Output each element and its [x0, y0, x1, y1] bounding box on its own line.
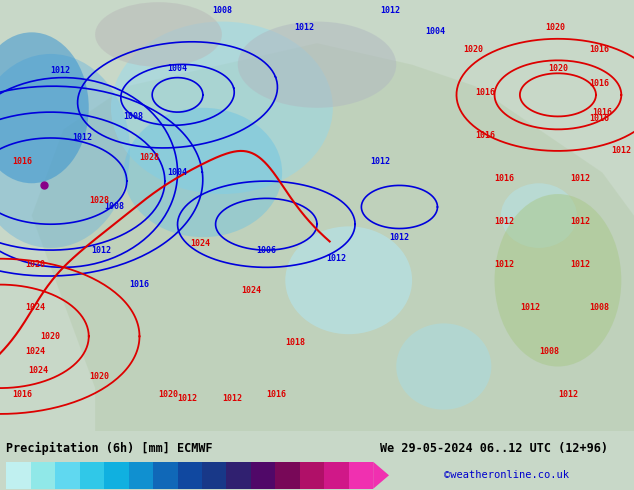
Bar: [300, 462, 324, 489]
Text: 1016: 1016: [266, 390, 287, 399]
Bar: [251, 462, 275, 489]
Text: 1016: 1016: [476, 88, 496, 97]
Text: 1020: 1020: [41, 332, 61, 341]
Text: 1008: 1008: [212, 6, 232, 15]
Text: 1008: 1008: [104, 202, 124, 212]
Text: 1024: 1024: [190, 239, 210, 248]
Bar: [178, 462, 202, 489]
Ellipse shape: [95, 2, 222, 67]
Text: 1012: 1012: [178, 394, 198, 403]
Polygon shape: [373, 462, 389, 489]
Text: 1016: 1016: [129, 280, 150, 289]
Text: 1018: 1018: [285, 338, 306, 347]
Text: 1016: 1016: [592, 108, 612, 117]
Text: 1020: 1020: [158, 390, 179, 399]
Bar: [55, 462, 80, 489]
Text: 1012: 1012: [495, 260, 515, 270]
Text: 1012: 1012: [51, 66, 71, 75]
Text: 1020: 1020: [89, 372, 109, 381]
Text: 1024: 1024: [241, 286, 261, 295]
Text: 1012: 1012: [571, 217, 591, 226]
Text: 1012: 1012: [294, 23, 314, 32]
Bar: [129, 462, 153, 489]
Text: 1012: 1012: [611, 147, 631, 155]
Text: 1020: 1020: [548, 65, 568, 74]
Text: 1004: 1004: [167, 168, 188, 177]
Text: 1012: 1012: [72, 133, 93, 143]
Ellipse shape: [0, 32, 89, 183]
Text: 1016: 1016: [13, 157, 33, 166]
Bar: [6, 462, 31, 489]
Text: 1012: 1012: [380, 6, 401, 15]
Text: 1012: 1012: [389, 233, 410, 242]
Bar: [153, 462, 178, 489]
Text: 1016: 1016: [590, 79, 610, 88]
Text: 1012: 1012: [370, 157, 391, 166]
Ellipse shape: [285, 226, 412, 334]
Text: 1012: 1012: [571, 174, 591, 183]
Ellipse shape: [0, 54, 130, 248]
Text: 1012: 1012: [222, 394, 242, 403]
Text: 1028: 1028: [139, 152, 160, 162]
Bar: [31, 462, 55, 489]
Text: 1006: 1006: [256, 245, 276, 255]
Text: 1020: 1020: [25, 260, 46, 270]
Text: 1012: 1012: [495, 217, 515, 226]
Ellipse shape: [124, 108, 282, 237]
Text: 1016: 1016: [13, 390, 33, 399]
Bar: [226, 462, 251, 489]
Text: 1016: 1016: [590, 45, 610, 54]
Text: 1020: 1020: [463, 45, 483, 54]
Text: 1012: 1012: [558, 390, 578, 399]
Text: 1008: 1008: [123, 112, 143, 121]
Text: 1016: 1016: [590, 114, 610, 122]
Text: 1016: 1016: [476, 131, 496, 140]
Text: 1012: 1012: [520, 303, 540, 313]
Bar: [275, 462, 300, 489]
Text: Precipitation (6h) [mm] ECMWF: Precipitation (6h) [mm] ECMWF: [6, 442, 213, 455]
Text: We 29-05-2024 06..12 UTC (12+96): We 29-05-2024 06..12 UTC (12+96): [380, 442, 609, 455]
Ellipse shape: [501, 183, 577, 248]
Text: 1024: 1024: [28, 367, 48, 375]
Text: 1004: 1004: [167, 65, 188, 74]
Text: 1024: 1024: [25, 303, 46, 313]
Text: 1012: 1012: [571, 260, 591, 270]
Text: 1016: 1016: [495, 174, 515, 183]
Ellipse shape: [111, 22, 333, 194]
Bar: [324, 462, 349, 489]
Text: 1028: 1028: [89, 196, 109, 205]
Bar: [202, 462, 226, 489]
Text: 1024: 1024: [25, 346, 46, 356]
Ellipse shape: [495, 194, 621, 367]
Ellipse shape: [396, 323, 491, 410]
Bar: [349, 462, 373, 489]
Ellipse shape: [238, 22, 396, 108]
Text: ©weatheronline.co.uk: ©weatheronline.co.uk: [444, 470, 569, 480]
Text: 1008: 1008: [539, 346, 559, 356]
Text: 1020: 1020: [545, 23, 566, 32]
Polygon shape: [32, 43, 634, 431]
Text: 1004: 1004: [425, 27, 445, 36]
Text: 1012: 1012: [91, 245, 112, 255]
Bar: [80, 462, 104, 489]
Text: 1012: 1012: [326, 254, 346, 263]
Text: 1008: 1008: [590, 303, 610, 313]
Bar: [104, 462, 129, 489]
